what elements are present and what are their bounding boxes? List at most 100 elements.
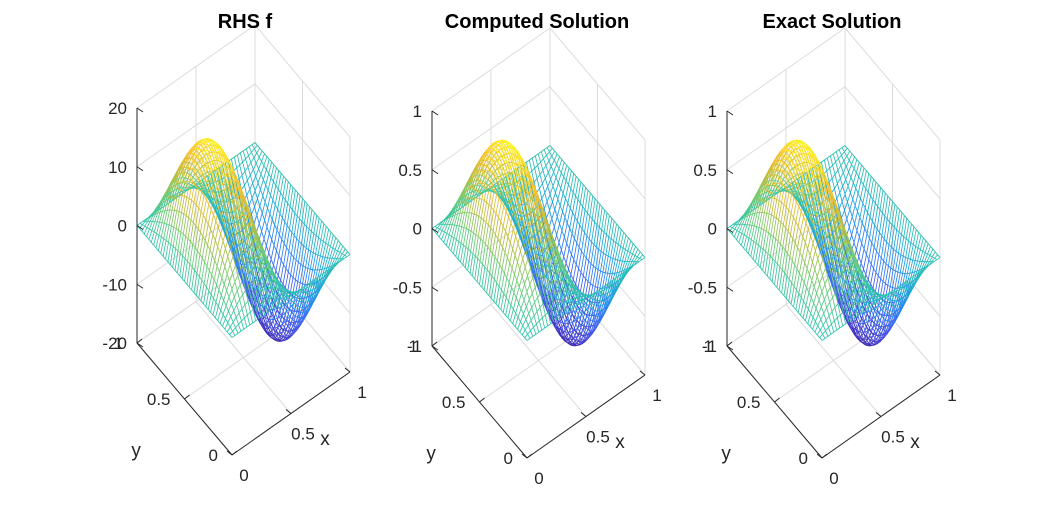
mesh-line xyxy=(278,307,283,316)
mesh-line xyxy=(214,170,219,182)
mesh-line xyxy=(149,221,153,230)
mesh-line xyxy=(536,320,540,325)
mesh-line xyxy=(299,300,303,303)
mesh-line xyxy=(216,265,220,273)
z-gridline xyxy=(431,86,646,200)
mesh-line xyxy=(290,235,295,255)
mesh-line xyxy=(510,292,515,306)
mesh-line xyxy=(195,157,199,159)
mesh-line xyxy=(469,253,474,274)
mesh-line xyxy=(539,303,544,308)
mesh-line xyxy=(191,247,196,268)
mesh-line xyxy=(290,254,294,258)
mesh-line xyxy=(517,250,521,263)
mesh-line xyxy=(244,300,249,306)
mesh-line xyxy=(292,279,296,296)
mesh-line xyxy=(254,299,258,303)
mesh-line xyxy=(263,165,267,170)
mesh-line xyxy=(262,195,266,203)
mesh-line xyxy=(606,215,610,235)
mesh-line xyxy=(512,313,517,324)
mesh-line xyxy=(512,236,517,249)
mesh-line xyxy=(288,301,292,307)
mesh-line xyxy=(224,177,228,189)
mesh-line xyxy=(318,217,322,222)
mesh-line xyxy=(519,325,524,333)
mesh-line xyxy=(584,212,588,233)
mesh-line xyxy=(268,173,272,178)
mesh-line xyxy=(263,308,267,316)
mesh-line xyxy=(259,205,263,214)
mesh-line xyxy=(196,295,200,299)
mesh-line xyxy=(310,233,315,252)
mesh-line xyxy=(298,262,302,265)
mesh-line xyxy=(562,180,567,194)
mesh-line xyxy=(475,216,480,235)
mesh-line xyxy=(254,190,258,199)
mesh-line xyxy=(451,224,455,237)
mesh-line xyxy=(247,279,251,284)
mesh-line xyxy=(257,312,261,320)
mesh-line xyxy=(232,317,237,323)
mesh-line xyxy=(201,279,205,284)
mesh-line xyxy=(283,313,288,320)
mesh-line xyxy=(204,245,209,263)
mesh-line xyxy=(188,198,192,201)
mesh-line xyxy=(181,278,185,282)
mesh-line xyxy=(305,249,309,268)
mesh-line xyxy=(270,259,274,266)
mesh-line xyxy=(271,309,276,320)
mesh-line xyxy=(293,235,297,239)
mesh-line xyxy=(529,336,534,339)
mesh-line xyxy=(333,262,337,265)
mesh-line xyxy=(586,216,591,236)
mesh-line xyxy=(342,253,345,256)
mesh-line xyxy=(495,217,499,235)
mesh-line xyxy=(314,293,318,300)
mesh-line xyxy=(254,182,259,192)
mesh-line xyxy=(295,294,299,297)
mesh-line xyxy=(588,241,593,262)
mesh-line xyxy=(213,265,218,281)
mesh-line xyxy=(307,251,312,269)
mesh-line xyxy=(202,143,207,151)
mesh-line xyxy=(229,233,234,247)
mesh-line xyxy=(271,337,275,340)
mesh-line xyxy=(519,258,524,270)
mesh-line xyxy=(605,236,610,255)
mesh-line xyxy=(253,310,257,315)
mesh-line xyxy=(190,157,194,159)
mesh-line xyxy=(261,300,266,304)
mesh-line xyxy=(615,226,620,243)
mesh-line xyxy=(554,199,559,210)
mesh-line xyxy=(299,265,304,283)
mesh-line xyxy=(264,330,268,334)
mesh-line xyxy=(175,230,179,249)
mesh-line xyxy=(235,312,240,318)
mesh-line xyxy=(544,172,549,179)
mesh-line xyxy=(222,318,226,327)
mesh-line xyxy=(234,281,238,291)
mesh-line xyxy=(321,220,325,224)
mesh-line xyxy=(181,212,185,215)
mesh-line xyxy=(213,298,217,303)
mesh-line xyxy=(477,238,482,259)
mesh-line xyxy=(295,259,299,263)
mesh-line xyxy=(625,234,629,239)
mesh-line xyxy=(300,316,304,320)
mesh-line xyxy=(249,311,254,324)
mesh-line xyxy=(256,205,261,216)
mesh-line xyxy=(285,296,289,303)
mesh-line xyxy=(262,288,266,291)
mesh-line xyxy=(574,199,579,218)
mesh-line xyxy=(157,236,162,251)
mesh-line xyxy=(283,225,288,244)
mesh-line xyxy=(587,193,591,214)
mesh-line xyxy=(294,281,299,298)
mesh-line xyxy=(620,232,625,247)
mesh-line xyxy=(288,299,292,303)
mesh-line xyxy=(318,237,322,240)
mesh-line xyxy=(527,320,532,326)
mesh-line xyxy=(214,306,219,319)
mesh-line xyxy=(441,231,445,240)
